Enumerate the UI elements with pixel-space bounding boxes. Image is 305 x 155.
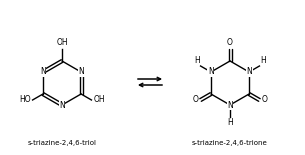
Text: H: H — [194, 56, 199, 65]
Text: N: N — [40, 67, 46, 77]
Text: N: N — [59, 100, 65, 109]
Text: O: O — [193, 95, 199, 104]
Text: O: O — [227, 38, 233, 47]
Text: OH: OH — [93, 95, 105, 104]
Text: N: N — [227, 100, 233, 109]
Text: s-triazine-2,4,6-trione: s-triazine-2,4,6-trione — [192, 140, 268, 146]
Text: s-triazine-2,4,6-triol: s-triazine-2,4,6-triol — [27, 140, 96, 146]
Text: O: O — [261, 95, 267, 104]
Text: N: N — [78, 67, 84, 77]
Text: H: H — [260, 56, 266, 65]
Text: OH: OH — [56, 38, 68, 47]
Text: HO: HO — [19, 95, 30, 104]
Text: N: N — [246, 67, 252, 77]
Text: N: N — [208, 67, 214, 77]
Text: H: H — [227, 118, 233, 127]
